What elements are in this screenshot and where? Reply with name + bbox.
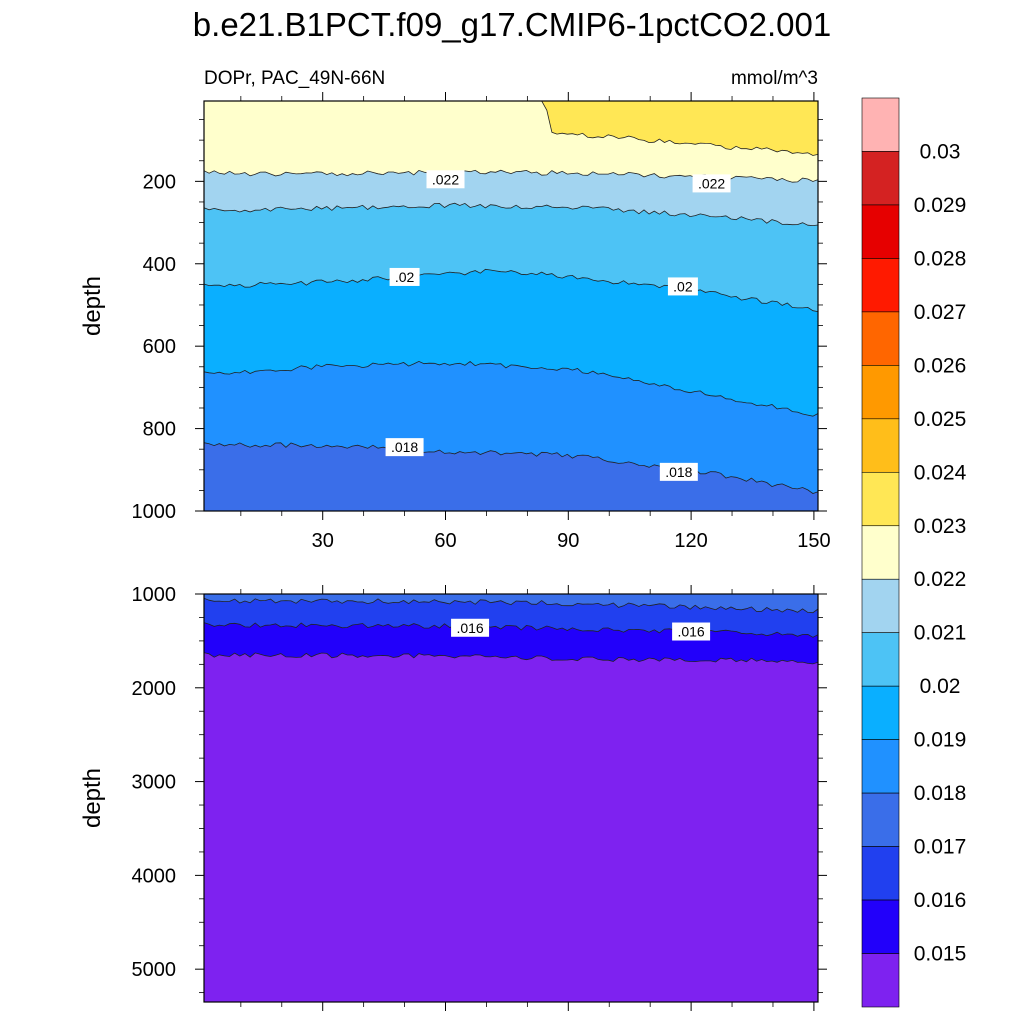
- contour-line: [203, 202, 819, 227]
- svg-text:.02: .02: [673, 278, 693, 294]
- contour-line: [203, 622, 819, 638]
- contour-label: .018: [385, 438, 424, 457]
- colorbar-swatch: [861, 578, 900, 634]
- colorbar-swatch: [861, 365, 900, 420]
- contour-label: .022: [426, 170, 465, 189]
- svg-text:.02: .02: [395, 269, 415, 285]
- colorbar-label: 0.028: [914, 247, 967, 270]
- colorbar-label: 0.015: [914, 943, 967, 966]
- y-tick-label: 800: [143, 419, 176, 441]
- x-tick-label: 60: [434, 530, 456, 552]
- colorbar-swatch: [861, 418, 900, 473]
- colorbar-swatch: [861, 739, 900, 794]
- colorbar-swatch: [861, 953, 900, 1008]
- y-axis-label: depth: [79, 768, 106, 828]
- colorbar-swatch: [861, 471, 900, 527]
- units-subtitle: mmol/m^3: [731, 68, 818, 89]
- contour-label: .016: [451, 618, 490, 637]
- colorbar-label: 0.026: [914, 354, 967, 377]
- svg-text:.018: .018: [665, 464, 692, 480]
- svg-text:.022: .022: [698, 175, 725, 191]
- colorbar-label: 0.022: [914, 568, 967, 591]
- variable-region-subtitle: DOPr, PAC_49N-66N: [204, 68, 385, 89]
- plot-frame: [203, 593, 819, 1003]
- svg-text:.018: .018: [391, 439, 418, 455]
- colorbar-label: 0.025: [914, 408, 967, 431]
- contour-band: [204, 101, 818, 156]
- colorbar-label: 0.018: [914, 782, 967, 805]
- colorbar-swatch: [861, 97, 900, 152]
- contour-label: .02: [389, 267, 420, 286]
- x-tick-label: 90: [557, 530, 579, 552]
- colorbar-label: 0.019: [914, 729, 967, 752]
- colorbar-swatch: [861, 311, 900, 366]
- contour-band: [204, 594, 818, 613]
- colorbar-swatch: [861, 632, 900, 687]
- y-tick-label: 2000: [132, 678, 177, 700]
- contour-line: [203, 360, 819, 417]
- contour-line: [203, 442, 819, 494]
- y-tick-label: 400: [143, 254, 176, 276]
- svg-text:.016: .016: [456, 620, 483, 636]
- y-tick-label: 1000: [132, 584, 177, 606]
- chart-title: b.e21.B1PCT.f09_g17.CMIP6-1pctCO2.001: [193, 6, 831, 43]
- colorbar-swatch: [861, 792, 900, 847]
- contour-line: [203, 597, 819, 614]
- colorbar-label: 0.02: [920, 675, 961, 698]
- colorbar-swatch: [861, 525, 900, 580]
- x-tick-label: 120: [674, 530, 707, 552]
- colorbar-swatch: [861, 899, 900, 954]
- x-tick-label: 150: [797, 530, 830, 552]
- y-tick-label: 1000: [132, 501, 177, 523]
- colorbar-label: 0.029: [914, 194, 967, 217]
- contour-line: [203, 268, 819, 312]
- y-tick-label: 3000: [132, 772, 177, 794]
- plot-frame: [203, 100, 819, 512]
- y-tick-label: 200: [143, 171, 176, 193]
- lower-depth-panel: .016 .016 1000 2000 3000 4000 5000 depth: [79, 584, 827, 1011]
- contour-band: [204, 594, 818, 638]
- x-tick-label: 30: [312, 530, 334, 552]
- colorbar-label: 0.017: [914, 836, 967, 859]
- colorbar-swatch: [861, 685, 900, 740]
- colorbar-label: 0.016: [914, 889, 967, 912]
- y-tick-label: 600: [143, 336, 176, 358]
- y-axis-label: depth: [79, 276, 106, 336]
- colorbar-label: 0.027: [914, 301, 967, 324]
- colorbar-swatch: [861, 204, 900, 259]
- contour-label: .016: [672, 622, 711, 641]
- svg-text:.016: .016: [677, 624, 704, 640]
- upper-depth-panel: .022 .022 .02 .02 .018 .018 30 60 90 120 150 200 400…: [79, 92, 831, 552]
- colorbar: 0.03 0.029 0.028 0.027 0.026 0.025 0.024 0.023 0…: [861, 97, 967, 1008]
- colorbar-label: 0.03: [920, 140, 961, 163]
- svg-text:.022: .022: [432, 171, 459, 187]
- colorbar-swatch: [861, 151, 900, 206]
- contour-label: .02: [667, 277, 698, 296]
- contour-label: .018: [659, 462, 698, 481]
- colorbar-label: 0.021: [914, 622, 967, 645]
- y-tick-label: 4000: [132, 865, 177, 887]
- colorbar-label: 0.024: [914, 461, 967, 484]
- colorbar-swatch: [861, 258, 900, 313]
- contour-label: .022: [692, 174, 731, 193]
- colorbar-label: 0.023: [914, 515, 967, 538]
- y-tick-label: 5000: [132, 959, 177, 981]
- colorbar-swatch: [861, 846, 900, 901]
- contour-line: [203, 652, 819, 665]
